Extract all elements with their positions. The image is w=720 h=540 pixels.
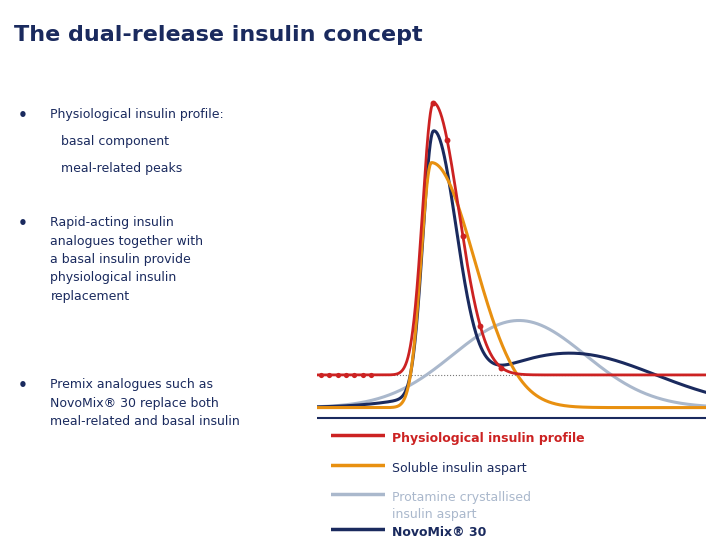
Text: Premix analogues such as
NovoMix® 30 replace both
meal-related and basal insulin: Premix analogues such as NovoMix® 30 rep… bbox=[50, 378, 240, 428]
Point bbox=[441, 136, 453, 144]
Text: •: • bbox=[18, 216, 28, 231]
Text: meal-related peaks: meal-related peaks bbox=[61, 162, 182, 175]
Text: Physiological insulin profile:: Physiological insulin profile: bbox=[50, 108, 224, 121]
Point bbox=[366, 370, 377, 379]
Text: Physiological insulin profile: Physiological insulin profile bbox=[392, 432, 585, 445]
Point bbox=[341, 370, 352, 379]
Text: •: • bbox=[18, 108, 28, 123]
Point bbox=[495, 363, 507, 372]
Text: NovoMix® 30: NovoMix® 30 bbox=[392, 526, 487, 539]
Point bbox=[428, 98, 439, 107]
Text: Protamine crystallised
insulin aspart: Protamine crystallised insulin aspart bbox=[392, 491, 531, 522]
Point bbox=[323, 370, 335, 379]
Point bbox=[457, 231, 469, 240]
Text: basal component: basal component bbox=[61, 135, 169, 148]
Text: Rapid-acting insulin
analogues together with
a basal insulin provide
physiologic: Rapid-acting insulin analogues together … bbox=[50, 216, 204, 303]
Point bbox=[332, 370, 343, 379]
Point bbox=[357, 370, 369, 379]
Text: Soluble insulin aspart: Soluble insulin aspart bbox=[392, 462, 527, 475]
Point bbox=[348, 370, 360, 379]
Text: •: • bbox=[18, 378, 28, 393]
Point bbox=[474, 321, 486, 330]
Text: The dual-release insulin concept: The dual-release insulin concept bbox=[14, 25, 423, 45]
Point bbox=[315, 370, 326, 379]
